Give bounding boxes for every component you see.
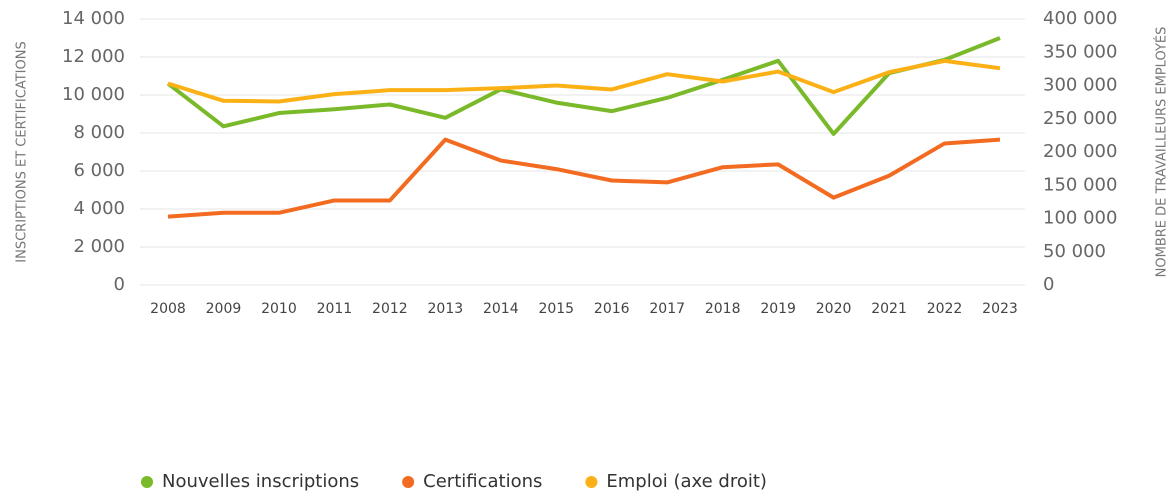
x-tick-label: 2009 [206,301,242,317]
y-tick-label: 8 000 [73,122,125,143]
x-tick-label: 2011 [317,301,353,317]
legend-label: Nouvelles inscriptions [162,471,359,492]
y2-tick-label: 350 000 [1043,41,1117,62]
y2-tick-label: 50 000 [1043,241,1106,262]
x-tick-label: 2019 [760,301,796,317]
y-tick-label: 14 000 [62,8,125,29]
y2-tick-label: 200 000 [1043,141,1117,162]
x-tick-label: 2008 [150,301,186,317]
x-tick-label: 2023 [982,301,1018,317]
line [166,36,1001,136]
x-tick-label: 2014 [483,301,519,317]
y2-tick-label: 100 000 [1043,208,1117,229]
y2-tick-label: 400 000 [1043,8,1117,29]
y2-tick-label: 250 000 [1043,108,1117,129]
legend-label: Certifications [423,471,542,492]
x-tick-label: 2012 [372,301,408,317]
legend-marker [402,476,415,488]
y-tick-label: 6 000 [73,160,125,181]
legend-marker [141,476,153,488]
x-tick-label: 2018 [705,301,741,317]
y2-tick-label: 0 [1043,274,1054,295]
y-tick-label: 12 000 [62,46,125,67]
x-tick-label: 2010 [261,301,297,317]
y2-tick-label: 150 000 [1043,174,1117,195]
x-tick-label: 2017 [649,301,685,317]
y-tick-label: 4 000 [73,198,125,219]
x-tick-label: 2021 [871,301,907,317]
y-tick-label: 10 000 [62,84,125,105]
y-tick-label: 0 [114,274,125,295]
y2-tick-label: 300 000 [1043,75,1117,96]
line [167,137,1001,219]
x-tick-label: 2016 [594,301,630,317]
x-tick-label: 2015 [538,301,574,317]
x-tick-label: 2020 [816,301,852,317]
y-tick-label: 2 000 [73,236,125,257]
x-tick-label: 2013 [428,301,464,317]
line [167,58,1001,104]
y-axis-label: INSCRIPTIONS ET CERTIFICATIONS [15,41,30,262]
y2-axis-label: NOMBRE DE TRAVAILLEURS EMPLOYÉS [1154,27,1170,278]
legend-label: Emploi (axe droit) [606,471,767,492]
x-tick-label: 2022 [927,301,963,317]
legend-marker [585,476,598,488]
